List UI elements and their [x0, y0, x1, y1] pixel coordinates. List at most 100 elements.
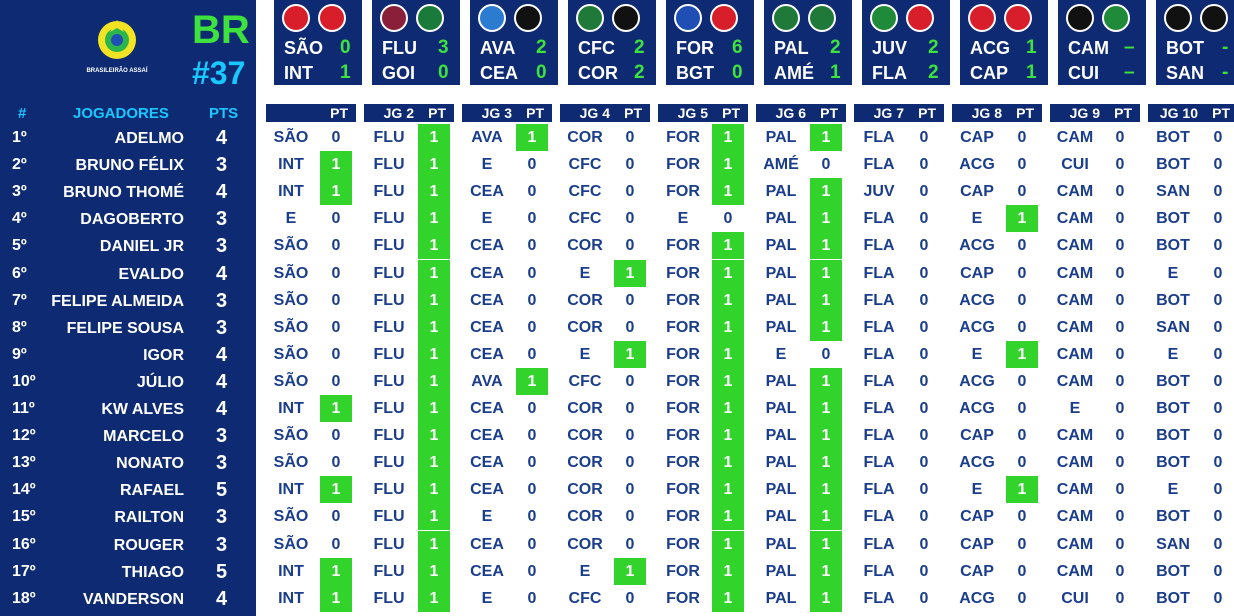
player-points: 3 [216, 452, 228, 475]
home-score: 2 [928, 37, 939, 58]
pick-points: 1 [712, 313, 744, 341]
pick-team: CAM [1056, 264, 1094, 282]
pick-points: 1 [810, 313, 842, 341]
player-row: 6º EVALDO 4 [0, 260, 256, 287]
pick-points: 0 [1017, 454, 1027, 472]
pick-points: 1 [712, 151, 744, 179]
pick-team: FLA [863, 535, 895, 553]
pick-points: 0 [1017, 372, 1027, 390]
team-crest-icon [870, 4, 898, 32]
pick-points: 1 [712, 286, 744, 314]
pick-points: 1 [614, 557, 646, 585]
players-panel: BRASILEIRÃO ASSAÍ BR #37 # JOGADORES PTS… [0, 0, 256, 616]
pick-points: 0 [919, 156, 929, 174]
team-crest-icon [772, 4, 800, 32]
pick-team: JUV [863, 183, 895, 201]
team-crest-icon [1164, 4, 1192, 32]
pick-points: 0 [1017, 427, 1027, 445]
match-box: BOT SAN - - [1156, 0, 1234, 85]
pick-team: E [285, 210, 297, 228]
player-rank: 6º [12, 264, 27, 282]
team-crest-icon [674, 4, 702, 32]
pick-team: CFC [568, 183, 602, 201]
pick-points: 0 [331, 535, 341, 553]
pick-team: SÃO [273, 372, 309, 390]
pick-points: 0 [527, 264, 537, 282]
pick-team: INT [278, 400, 304, 417]
team-crest-icon [416, 4, 444, 32]
pick-points: 0 [1017, 535, 1027, 553]
pick-points: 0 [1017, 318, 1027, 336]
pick-team: CAP [960, 129, 994, 146]
pick-team: ACG [959, 372, 995, 390]
pick-team: FOR [666, 562, 700, 580]
round-column-header: PT [266, 104, 356, 122]
pick-points: 0 [527, 210, 537, 228]
pick-points: 0 [1017, 156, 1027, 174]
match-box: PAL AMÉ 2 1 [764, 0, 852, 85]
pick-team: FOR [666, 264, 700, 282]
pick-team: INT [278, 562, 304, 580]
pick-team: FLA [863, 264, 895, 282]
pick-team: FLA [863, 291, 895, 309]
pick-points: 0 [1115, 156, 1125, 174]
pick-team: FOR [666, 481, 700, 499]
round-column-header: JG 9 PT [1050, 104, 1140, 122]
pick-team: ACG [959, 237, 995, 255]
pick-team: FLU [373, 589, 405, 607]
pick-team: ACG [959, 454, 995, 472]
away-score: 1 [1026, 62, 1037, 83]
pick-points: 0 [1213, 345, 1223, 363]
player-rank: 10º [12, 372, 36, 390]
pick-team: BOT [1156, 156, 1190, 174]
pick-team: CAM [1056, 372, 1094, 390]
team-crest-icon [514, 4, 542, 32]
pick-points: 0 [1115, 345, 1125, 363]
pick-points: 0 [331, 427, 341, 445]
pick-points: 0 [723, 210, 733, 228]
team-crest-icon [1200, 4, 1228, 32]
pick-team: CAM [1056, 427, 1094, 445]
pick-team: E [971, 481, 983, 499]
pick-team: BOT [1156, 291, 1190, 309]
player-row: 5º DANIEL JR 3 [0, 232, 256, 259]
home-score: 3 [438, 37, 449, 58]
team-crest-icon [282, 4, 310, 32]
pick-points: 0 [1115, 481, 1125, 499]
pick-points: 1 [712, 232, 744, 260]
pick-points: 0 [527, 427, 537, 445]
pt-label: PT [624, 105, 642, 121]
pick-points: 0 [919, 589, 929, 607]
pick-points: 0 [919, 562, 929, 580]
pick-points: 1 [810, 503, 842, 531]
pick-team: CFC [568, 210, 602, 228]
team-crest-icon [318, 4, 346, 32]
pick-points: 1 [418, 340, 450, 368]
pick-team: CEA [470, 400, 504, 417]
pick-team: FLA [863, 318, 895, 336]
pick-points: 0 [331, 372, 341, 390]
pick-team: CUI [1061, 589, 1089, 607]
home-team: PAL [774, 38, 809, 58]
pick-points: 1 [810, 422, 842, 450]
pick-points: 1 [810, 530, 842, 558]
player-name: RAFAEL [120, 482, 184, 500]
away-score: 0 [536, 62, 547, 83]
pts-header: PTS [209, 105, 239, 122]
match-box: ACG CAP 1 1 [960, 0, 1048, 85]
team-crest-icon [710, 4, 738, 32]
pick-team: BOT [1156, 562, 1190, 580]
pick-points: 0 [625, 210, 635, 228]
pick-points: 0 [331, 264, 341, 282]
player-name: KW ALVES [101, 401, 184, 418]
pick-points: 1 [418, 313, 450, 341]
home-score: – [1124, 37, 1135, 58]
pick-points: 1 [810, 395, 842, 422]
pt-label: PT [330, 105, 348, 121]
pick-team: SÃO [273, 264, 309, 282]
match-box: FLU GOI 3 0 [372, 0, 460, 85]
pick-team: CAM [1056, 237, 1094, 255]
pick-team: INT [278, 183, 304, 201]
pick-points: 0 [331, 237, 341, 255]
pick-points: 1 [712, 340, 744, 368]
